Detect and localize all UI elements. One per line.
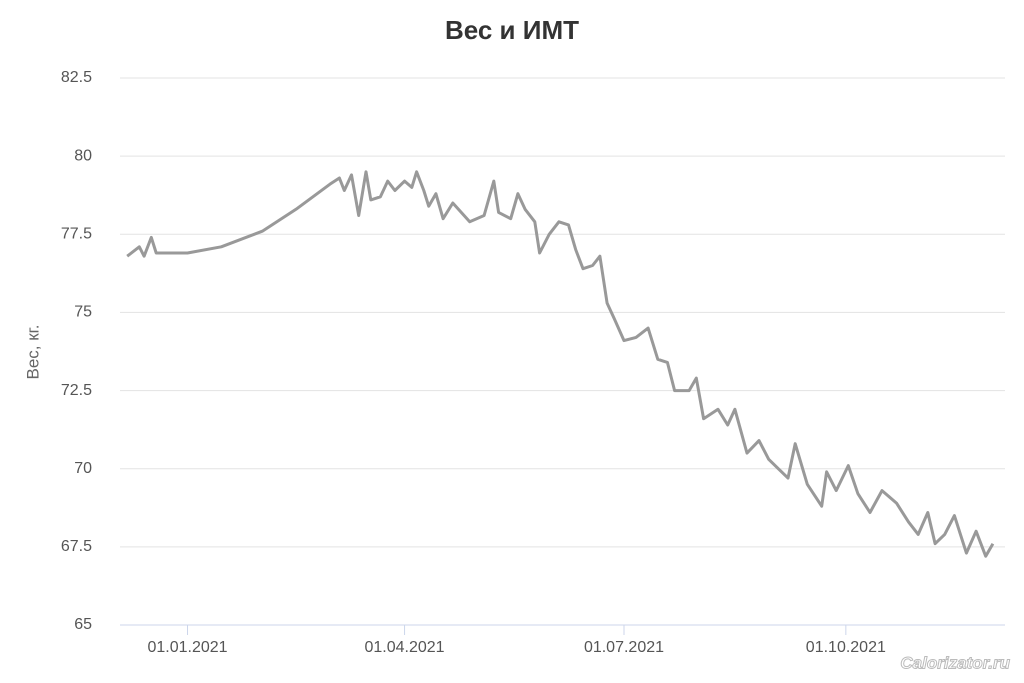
y-axis-label: Вес, кг.: [23, 324, 42, 379]
chart-title: Вес и ИМТ: [445, 15, 579, 45]
y-tick-label: 67.5: [61, 538, 92, 555]
y-tick-label: 82.5: [61, 69, 92, 86]
x-tick-label: 01.01.2021: [147, 639, 227, 656]
x-tick-label: 01.10.2021: [806, 639, 886, 656]
x-tick-label: 01.07.2021: [584, 639, 664, 656]
line-series: [126, 170, 995, 558]
x-tick-label: 01.04.2021: [365, 639, 445, 656]
y-tick-label: 75: [74, 304, 92, 321]
y-tick-label: 80: [74, 147, 92, 164]
y-tick-label: 72.5: [61, 382, 92, 399]
y-tick-label: 65: [74, 616, 92, 633]
watermark: Calorizator.ru: [900, 653, 1010, 672]
y-tick-label: 70: [74, 460, 92, 477]
y-tick-label: 77.5: [61, 226, 92, 243]
